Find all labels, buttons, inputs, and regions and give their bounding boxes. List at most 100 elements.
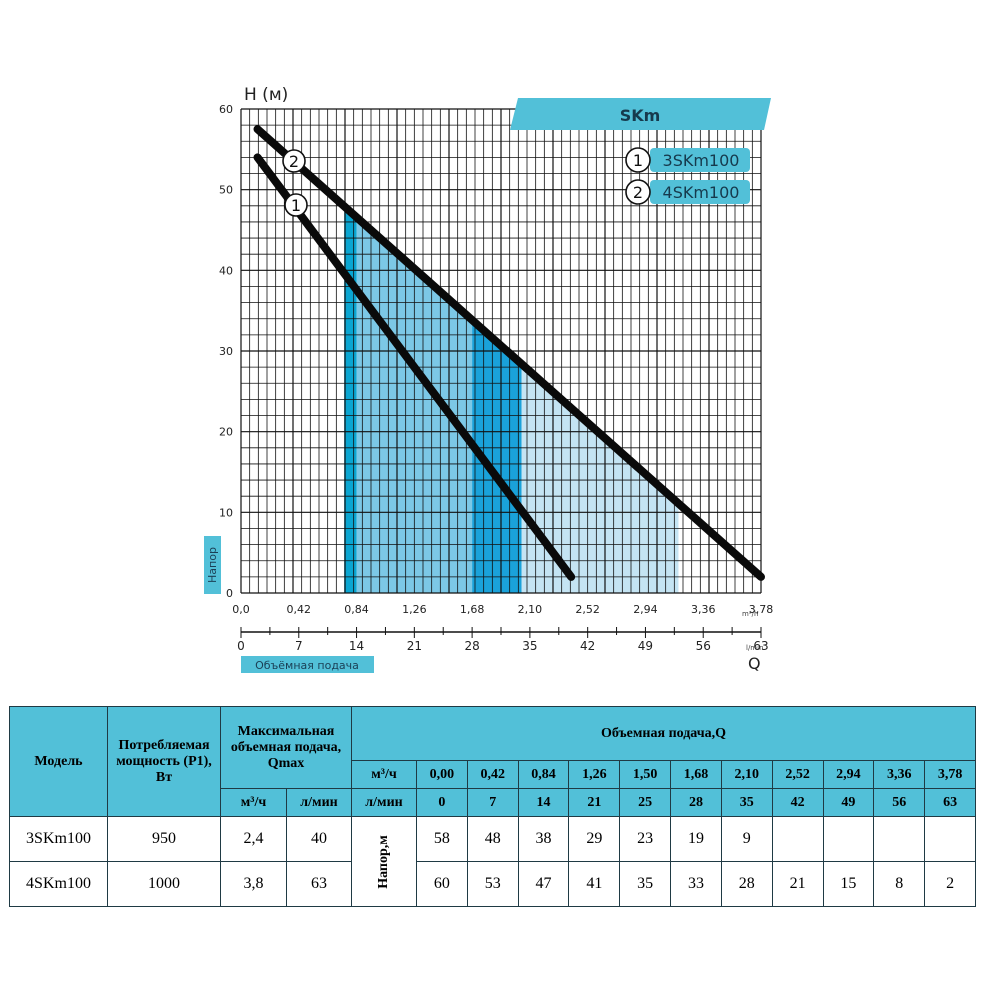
legend-bg-4SKm100 — [650, 180, 750, 204]
x-tick-label-m3h: 2,52 — [575, 603, 600, 616]
flow-m3h-cell: 3,78 — [924, 760, 976, 789]
x-tick-label-m3h: 2,10 — [518, 603, 543, 616]
x-tick-label-m3h: 3,36 — [691, 603, 716, 616]
x-tick-label-lmin: 0 — [237, 639, 245, 653]
x-tick-label-m3h: 0,42 — [287, 603, 312, 616]
curve-marker-1 — [284, 193, 308, 217]
flow-m3h-cell: 2,52 — [771, 760, 824, 789]
head-cell: 2 — [924, 861, 976, 907]
head-cell: 9 — [720, 816, 773, 862]
flow-m3h-cell: 1,26 — [568, 760, 621, 789]
qmax-lmin-cell: 63 — [285, 861, 353, 907]
table-row: 3SKm100 950 2,4 40 Напор,м 58 48 38 29 23 19 9 — [9, 816, 976, 907]
operating-region-3 — [472, 189, 522, 593]
model-cell: 4SKm100 — [9, 861, 108, 907]
x-tick-label-m3h: 0,84 — [344, 603, 369, 616]
head-cell: 15 — [822, 861, 875, 907]
qmax-lmin-cell: 40 — [285, 816, 353, 862]
x-tick-label-m3h: 2,94 — [633, 603, 658, 616]
head-cell: 28 — [720, 861, 773, 907]
flow-lmin-cell: 56 — [873, 788, 926, 817]
legend-entry: 3SKm100 — [663, 151, 740, 170]
table-row: 4SKm100 1000 3,8 63 60 53 47 41 35 33 28 21 15 8 2 — [9, 861, 976, 907]
flow-lmin-cell: 63 — [924, 788, 976, 817]
legend-marker-label: 1 — [633, 151, 643, 170]
head-cell: 35 — [619, 861, 672, 907]
flow-m3h-cell: 0,42 — [466, 760, 519, 789]
performance-table: Модель Потребляемая мощность (P1), Вт Макс… — [9, 706, 976, 907]
x-tick-label-lmin: 28 — [464, 639, 479, 653]
x-tick-label-m3h: 1,68 — [460, 603, 485, 616]
head-cell: 47 — [517, 861, 570, 907]
flow-lmin-cell: 21 — [568, 788, 621, 817]
curve-marker-label: 1 — [291, 196, 301, 215]
y-tick-label: 10 — [219, 506, 233, 519]
head-cell: 48 — [466, 816, 519, 862]
model-cell: 3SKm100 — [9, 816, 108, 862]
head-cell: 33 — [670, 861, 722, 907]
flow-lmin-cell: 28 — [670, 788, 722, 817]
qmax-unit-m3h: м³/ч — [220, 788, 287, 817]
header-model: Модель — [9, 706, 108, 817]
x-axis-title: Q — [748, 654, 761, 673]
head-cell: 38 — [517, 816, 570, 862]
flow-m3h-cell: 2,94 — [822, 760, 875, 789]
legend-marker-1 — [625, 147, 651, 173]
x-tick-label-lmin: 56 — [696, 639, 711, 653]
x-tick-label-m3h: 1,26 — [402, 603, 427, 616]
flow-lmin-cell: 35 — [720, 788, 773, 817]
head-cell — [873, 816, 926, 862]
flow-m3h-cell: 1,50 — [619, 760, 672, 789]
qmax-unit-lmin: л/мин — [285, 788, 353, 817]
head-cell: 60 — [416, 861, 468, 907]
head-cell: 23 — [619, 816, 672, 862]
head-cell: 21 — [771, 861, 824, 907]
flow-m3h-cell: 1,68 — [670, 760, 722, 789]
unit-m3h: м³/ч — [351, 760, 418, 789]
x-tick-label-lmin: 14 — [349, 639, 364, 653]
header-power: Потребляемая мощность (P1), Вт — [107, 706, 221, 817]
y-tick-label: 20 — [219, 426, 233, 439]
y-tick-label: 60 — [219, 103, 233, 116]
y-axis-side-label: Напор — [206, 547, 219, 583]
title-banner — [510, 98, 771, 130]
y-tick-label: 50 — [219, 184, 233, 197]
x-tick-label-m3h: 3,78 — [749, 603, 774, 616]
x-tick-label-lmin: 49 — [638, 639, 653, 653]
flow-lmin-cell: 14 — [517, 788, 570, 817]
qmax-m3h-cell: 3,8 — [220, 861, 287, 907]
x-axis-side-label: Объёмная подача — [255, 659, 359, 672]
x-unit-lmin: l/min — [746, 644, 764, 652]
head-cell: 58 — [416, 816, 468, 862]
operating-region-4 — [521, 189, 679, 593]
curve-3SKm100 — [253, 153, 576, 581]
flow-m3h-cell: 0,00 — [416, 760, 468, 789]
qmax-m3h-cell: 2,4 — [220, 816, 287, 862]
legend-bg-3SKm100 — [650, 148, 750, 172]
flow-m3h-cell: 3,36 — [873, 760, 926, 789]
flow-lmin-cell: 7 — [466, 788, 519, 817]
flow-m3h-cell: 2,10 — [720, 760, 773, 789]
x-unit-m3h: m³/h — [742, 610, 758, 618]
flow-lmin-cell: 25 — [619, 788, 672, 817]
flow-m3h-cell: 0,84 — [517, 760, 570, 789]
x-tick-label-lmin: 42 — [580, 639, 595, 653]
power-cell: 950 — [107, 816, 221, 862]
flow-lmin-cell: 42 — [771, 788, 824, 817]
y-axis-title: H (м) — [244, 85, 288, 105]
legend-entry: 4SKm100 — [663, 183, 740, 202]
y-tick-label: 0 — [226, 587, 233, 600]
header-qmax: Максимальная объемная подача, Qmax — [219, 706, 353, 789]
header-flow: Объемная подача,Q — [351, 706, 976, 761]
head-cell: 41 — [568, 861, 621, 907]
head-label-text: Напор,м — [376, 834, 392, 889]
head-cell — [822, 816, 875, 862]
y-axis-side-bg — [204, 536, 221, 594]
flow-lmin-cell: 49 — [822, 788, 875, 817]
x-axis-side-bg — [241, 656, 374, 673]
chart-title: SKm — [620, 106, 661, 125]
legend-marker-2 — [625, 179, 651, 205]
head-cell: 29 — [568, 816, 621, 862]
x-tick-label-lmin: 63 — [753, 639, 768, 653]
y-tick-label: 30 — [219, 345, 233, 358]
